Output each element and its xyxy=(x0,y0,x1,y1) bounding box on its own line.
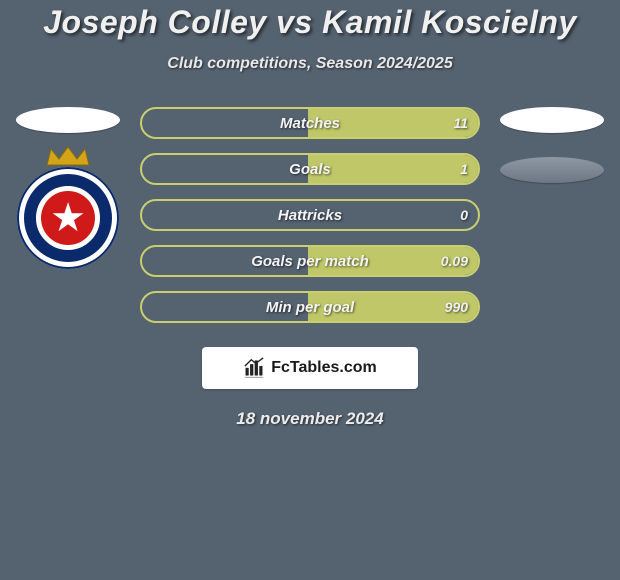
left-player-column: ★ xyxy=(8,107,128,255)
stat-row: Goals1 xyxy=(140,153,480,185)
stat-fill-right xyxy=(308,109,478,137)
compare-area: ★ Matches11 Goals1 Hattricks0 Goals per mat… xyxy=(0,107,620,323)
stat-row: Goals per match0.09 xyxy=(140,245,480,277)
right-flag-ellipse xyxy=(500,107,604,133)
left-club-badge: ★ xyxy=(17,153,119,255)
right-secondary-ellipse xyxy=(500,157,604,183)
stat-fill-right xyxy=(308,155,478,183)
stat-fill-right xyxy=(308,247,478,275)
stat-label: Hattricks xyxy=(142,201,478,229)
star-icon: ★ xyxy=(49,199,87,237)
crown-icon xyxy=(45,145,91,167)
stat-value-right: 0 xyxy=(460,201,468,229)
subtitle: Club competitions, Season 2024/2025 xyxy=(0,55,620,73)
stats-list: Matches11 Goals1 Hattricks0 Goals per match… xyxy=(140,107,480,323)
brand-text: FcTables.com xyxy=(271,359,377,377)
page-title: Joseph Colley vs Kamil Koscielny xyxy=(0,0,620,41)
stat-row: Min per goal990 xyxy=(140,291,480,323)
bar-chart-icon xyxy=(243,357,265,379)
stat-fill-right xyxy=(308,293,478,321)
right-player-column xyxy=(492,107,612,183)
stat-row: Matches11 xyxy=(140,107,480,139)
stat-row: Hattricks0 xyxy=(140,199,480,231)
date-line: 18 november 2024 xyxy=(0,409,620,429)
left-flag-ellipse xyxy=(16,107,120,133)
brand-card[interactable]: FcTables.com xyxy=(202,347,418,389)
